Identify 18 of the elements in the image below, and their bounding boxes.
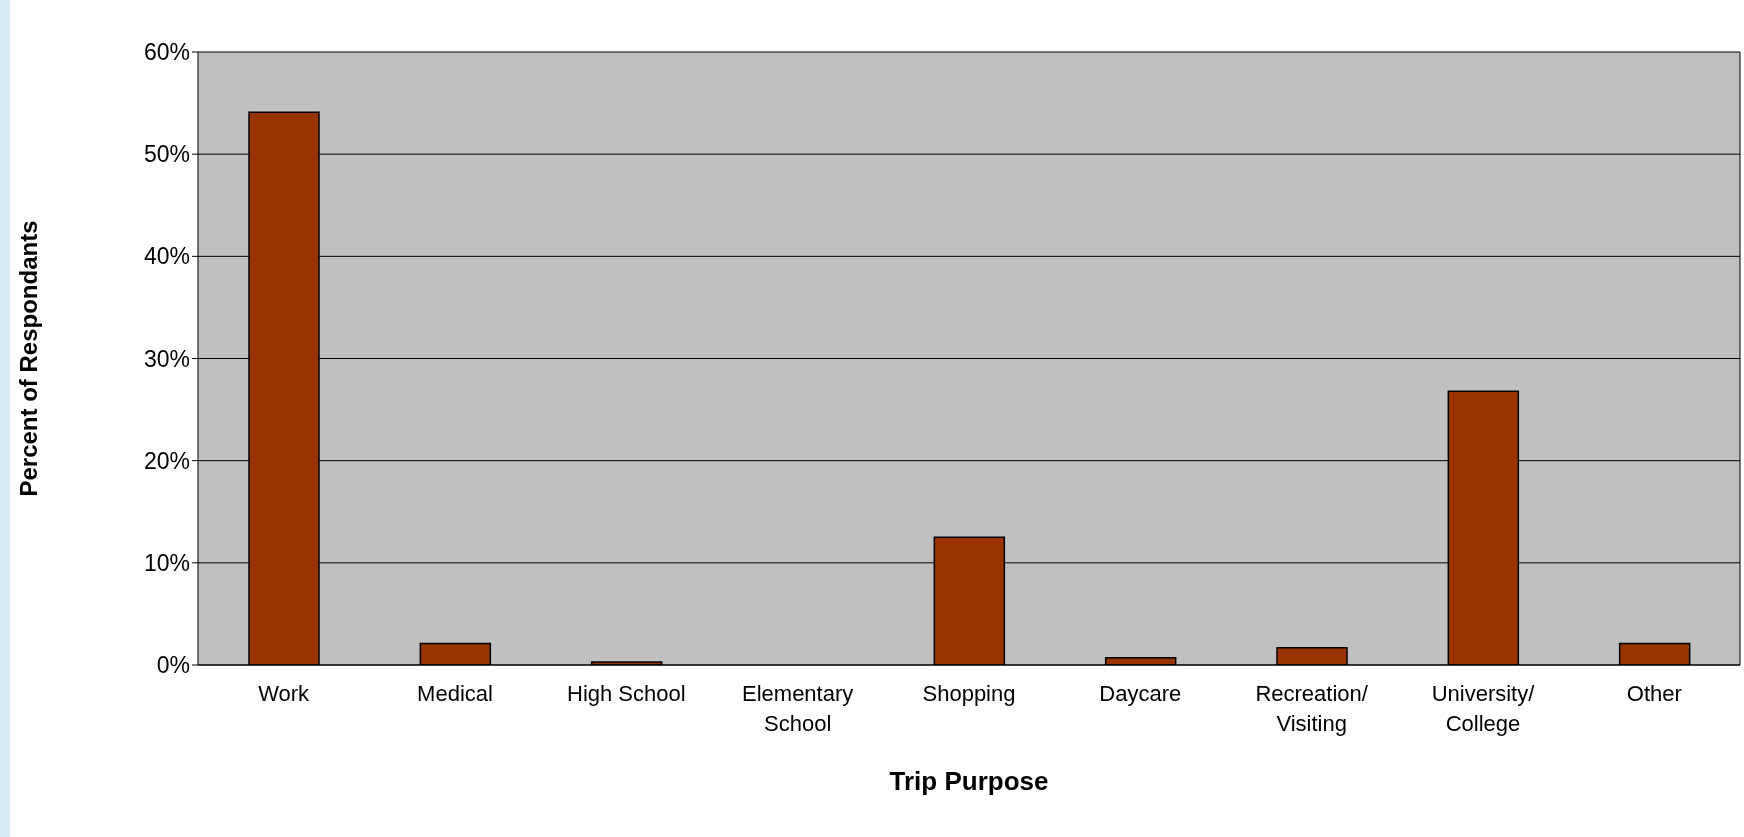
x-tick-label: University/ College xyxy=(1431,681,1536,736)
x-axis-title: Trip Purpose xyxy=(889,766,1049,796)
x-tick-label: Medical xyxy=(417,681,493,706)
x-tick-label: Recreation/ Visiting xyxy=(1255,681,1369,736)
y-tick-label: 60% xyxy=(143,39,190,66)
x-tick-label: Other xyxy=(1626,681,1682,706)
y-tick-label: 0% xyxy=(156,652,190,679)
y-tick-label: 20% xyxy=(143,447,190,474)
y-tick-label: 30% xyxy=(143,345,190,372)
x-tick-label: Shopping xyxy=(922,681,1016,706)
x-tick-label: Daycare xyxy=(1099,681,1182,706)
x-tick-label: High School xyxy=(567,681,686,706)
y-tick-label: 40% xyxy=(143,243,190,270)
y-tick-label: 50% xyxy=(143,141,190,168)
y-tick-label: 10% xyxy=(143,550,190,576)
x-tick-label: Work xyxy=(258,681,311,706)
y-axis-title: Percent of Respondants xyxy=(14,220,42,497)
x-tick-label: Elementary School xyxy=(742,681,854,736)
